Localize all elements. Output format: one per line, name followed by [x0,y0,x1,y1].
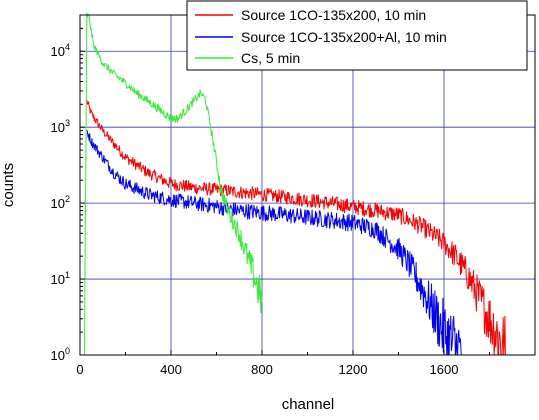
y-tick-exponent: 3 [65,118,70,128]
x-tick-label: 0 [76,362,83,377]
legend: Source 1CO-135x200, 10 min Source 1CO-13… [186,0,528,71]
legend-box [186,0,528,71]
plot-background [80,15,535,355]
x-axis-label: channel [282,396,335,413]
x-tick-labels: 0 400 800 1200 1600 [76,362,458,377]
legend-label-red: Source 1CO-135x200, 10 min [241,7,426,23]
legend-label-green: Cs, 5 min [241,50,300,66]
y-tick-exponent: 1 [65,270,70,280]
y-tick-label: 101 [51,270,70,287]
x-tick-label: 1600 [430,362,459,377]
axes-ticks [79,27,490,356]
y-tick-base: 10 [51,348,65,363]
series-line-1 [86,99,506,356]
series-line-3 [84,12,263,356]
series-layer [84,12,506,356]
x-tick-label: 800 [251,362,273,377]
y-tick-base: 10 [51,272,65,287]
x-tick-label: 400 [160,362,182,377]
x-tick-label: 1200 [339,362,368,377]
y-tick-label: 103 [51,118,70,135]
y-tick-label: 102 [51,194,70,211]
y-axis-label: counts [0,163,17,207]
y-tick-base: 10 [51,44,65,59]
y-tick-label: 100 [51,346,70,363]
y-tick-base: 10 [51,120,65,135]
y-tick-base: 10 [51,196,65,211]
y-tick-exponent: 0 [65,346,70,356]
y-tick-exponent: 4 [65,42,70,52]
legend-label-blue: Source 1CO-135x200+Al, 10 min [241,29,447,45]
series-line-2 [86,130,463,356]
y-tick-label: 104 [51,42,70,59]
y-tick-exponent: 2 [65,194,70,204]
